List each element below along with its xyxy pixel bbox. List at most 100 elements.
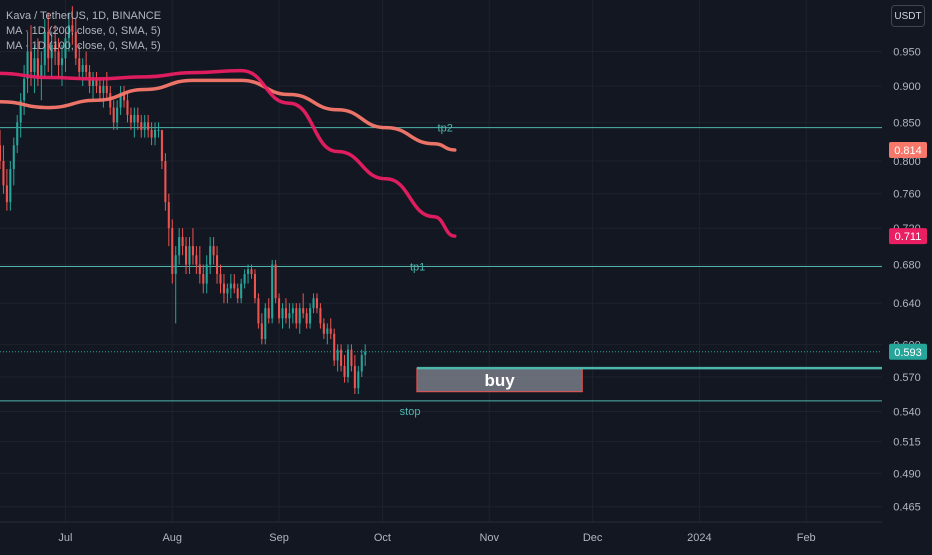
candle-body — [222, 283, 225, 294]
candle-body — [264, 308, 267, 340]
candle-body — [250, 269, 253, 275]
candle-body — [274, 264, 277, 299]
candle-body — [305, 313, 308, 324]
candle-body — [154, 129, 157, 138]
y-tick-label: 0.570 — [893, 372, 921, 384]
price-badge — [889, 228, 927, 245]
candle-body — [23, 78, 26, 101]
candle-body — [226, 288, 229, 294]
candle-body — [309, 308, 312, 324]
candle-body — [126, 100, 129, 115]
candle-body — [116, 107, 119, 123]
candle-body — [302, 308, 305, 314]
price-badge-label: 0.814 — [894, 145, 922, 157]
candle-body — [33, 58, 36, 72]
candle-body — [181, 237, 184, 247]
candle-body — [271, 264, 274, 319]
candle-body — [119, 93, 122, 108]
candle-body — [102, 85, 105, 94]
candle-body — [357, 371, 360, 389]
candle-body — [29, 51, 33, 72]
candle-body — [136, 114, 139, 123]
candle-body — [229, 283, 232, 289]
y-tick-label: 0.950 — [893, 47, 921, 59]
candle-body — [47, 31, 50, 59]
candle-body — [326, 328, 329, 334]
moving-averages — [0, 68, 457, 238]
x-tick-label: Aug — [162, 532, 182, 544]
candle-body — [336, 349, 339, 361]
y-tick-label: 0.850 — [893, 117, 921, 129]
candle-body — [57, 51, 60, 66]
level-lines: tp2 tp1 stop — [0, 123, 882, 418]
candle-body — [26, 51, 29, 79]
price-badge — [889, 141, 927, 158]
currency-button[interactable]: USDT — [891, 5, 925, 27]
candle-body — [253, 274, 256, 299]
candle-body — [315, 298, 319, 309]
candle-body — [188, 246, 191, 265]
candle-body — [260, 323, 263, 340]
candle-body — [40, 65, 43, 79]
candle-body — [71, 25, 74, 32]
axes: 0.9500.9000.8500.8000.7600.7200.6800.640… — [0, 47, 927, 544]
candle-body — [346, 349, 350, 378]
candle-body — [67, 25, 70, 39]
y-tick-label: 0.800 — [893, 156, 921, 168]
candle-body — [364, 351, 367, 356]
x-tick-label: Sep — [269, 532, 289, 544]
price-badge-label: 0.711 — [895, 231, 922, 243]
candle-body — [112, 107, 115, 123]
level-label-stop: stop — [400, 406, 421, 418]
candle-body — [164, 161, 167, 203]
candle-body — [209, 246, 212, 265]
candle-body — [178, 237, 181, 256]
x-tick-label: Feb — [797, 532, 816, 544]
y-tick-label: 0.640 — [893, 298, 921, 310]
x-tick-label: Dec — [583, 532, 603, 544]
candle-body — [171, 228, 174, 275]
candle-body — [64, 38, 67, 59]
candle-body — [43, 31, 46, 66]
candle-body — [360, 355, 363, 372]
candle-body — [216, 255, 219, 275]
x-tick-label: 2024 — [687, 532, 711, 544]
candle-body — [122, 93, 126, 101]
candle-body — [322, 323, 325, 334]
candle-body — [129, 114, 132, 123]
candle-body — [353, 365, 356, 389]
candle-body — [36, 58, 39, 79]
candle-body — [2, 161, 5, 186]
candle-body — [9, 169, 12, 203]
y-tick-label: 0.490 — [893, 468, 921, 480]
ma200-line — [0, 78, 457, 152]
candle-body — [74, 31, 77, 59]
candle-body — [233, 283, 236, 289]
candle-body — [205, 264, 208, 284]
candle-body — [219, 274, 222, 284]
candle-body — [54, 44, 57, 52]
candle-body — [98, 85, 101, 94]
candle-body — [281, 308, 284, 319]
candle-body — [185, 246, 188, 265]
x-tick-label: Jul — [58, 532, 72, 544]
grid — [0, 0, 882, 522]
candle-body — [236, 288, 239, 299]
candle-body — [195, 255, 198, 265]
candle-body — [295, 308, 298, 324]
candle-body — [140, 122, 143, 130]
candle-body — [212, 246, 215, 256]
candle-body — [81, 65, 84, 72]
candle-body — [91, 78, 95, 86]
candle-body — [298, 308, 301, 324]
candle-body — [291, 308, 294, 314]
candle-body — [240, 283, 243, 299]
candle-body — [0, 145, 2, 162]
candle-body — [312, 298, 315, 309]
candle-body — [267, 308, 270, 319]
candle-body — [5, 185, 8, 203]
candle-body — [329, 328, 332, 334]
candle-body — [60, 58, 64, 66]
